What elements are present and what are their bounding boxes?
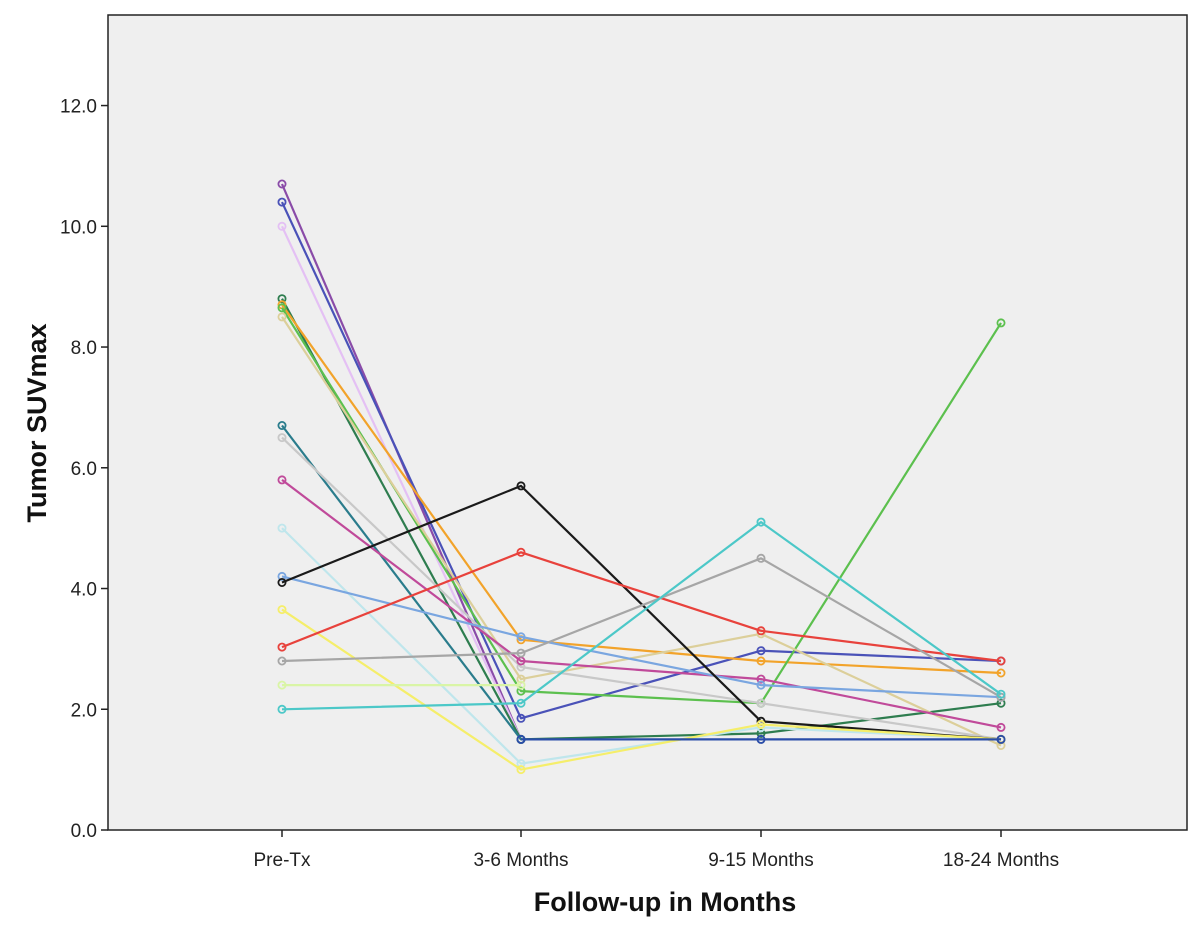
series-line [281,520,1002,711]
data-point [277,433,287,443]
series-patient-7 [277,312,1006,751]
series-patient-4 [277,294,1006,744]
y-tick-label: 6.0 [71,459,97,480]
data-point [996,734,1006,744]
x-tick-label: Pre-Tx [254,850,312,871]
series-line [281,575,1002,699]
series-line [281,436,1002,741]
data-point [277,704,287,714]
y-tick-label: 12.0 [60,97,97,118]
data-point [516,547,526,557]
data-point [277,642,287,652]
data-point [756,656,766,666]
series-line [281,316,1002,747]
data-point [277,680,287,690]
data-point [277,179,287,189]
series-line [281,304,1002,675]
series-line [281,424,522,741]
data-point [996,668,1006,678]
series-patient-5 [277,300,1006,678]
data-point [277,656,287,666]
data-point [516,686,526,696]
series-patient-16 [277,553,1006,702]
x-axis-title: Follow-up in Months [534,887,796,917]
data-point [756,680,766,690]
data-point [756,728,766,738]
series-line [281,484,1002,741]
y-tick-label: 10.0 [60,217,97,238]
data-point [277,303,287,313]
data-point [277,523,287,533]
data-point [277,420,287,430]
series-layer [277,179,1006,775]
series-patient-18 [277,517,1006,714]
data-point [516,674,526,684]
y-tick-label: 8.0 [71,338,97,359]
data-point [516,481,526,491]
x-tick-label: 3-6 Months [473,850,568,871]
data-point [516,632,526,642]
data-point [277,197,287,207]
data-point [277,294,287,304]
data-point [996,698,1006,708]
data-point [516,765,526,775]
series-line [281,479,1002,729]
series-patient-19 [516,734,1006,744]
data-point [996,318,1006,328]
data-point [996,656,1006,666]
series-line [281,557,1002,699]
series-line [281,298,1002,741]
data-point [277,312,287,322]
plot-area [107,14,1188,831]
data-point [756,626,766,636]
data-point [277,605,287,615]
data-point [277,578,287,588]
series-line [281,551,1002,663]
data-point [756,698,766,708]
y-tick-label: 2.0 [71,700,97,721]
data-point [277,475,287,485]
data-point [996,741,1006,751]
series-patient-15 [277,547,1006,666]
series-line [281,608,1002,771]
series-line [281,527,1002,765]
data-point [516,759,526,769]
data-point [996,689,1006,699]
data-point [277,571,287,581]
data-point [277,221,287,231]
y-axis: 0.0 2.0 4.0 6.0 8.0 10.0 12.0 [60,97,108,842]
x-tick-label: 9-15 Months [708,850,814,871]
data-point [756,674,766,684]
data-point [516,698,526,708]
data-point [996,722,1006,732]
data-point [516,662,526,672]
data-point [756,734,766,744]
data-point [756,719,766,729]
x-axis: Pre-Tx 3-6 Months 9-15 Months 18-24 Months [254,830,1059,871]
data-point [516,648,526,658]
data-point [756,553,766,563]
data-point [756,517,766,527]
data-point [756,646,766,656]
data-point [516,680,526,690]
y-tick-label: 4.0 [71,580,97,601]
data-point [516,734,526,744]
y-axis-title: Tumor SUVmax [22,323,52,522]
series-patient-17 [277,680,526,690]
y-tick-label: 0.0 [71,821,97,842]
data-point [516,713,526,723]
x-tick-label: 18-24 Months [943,850,1059,871]
